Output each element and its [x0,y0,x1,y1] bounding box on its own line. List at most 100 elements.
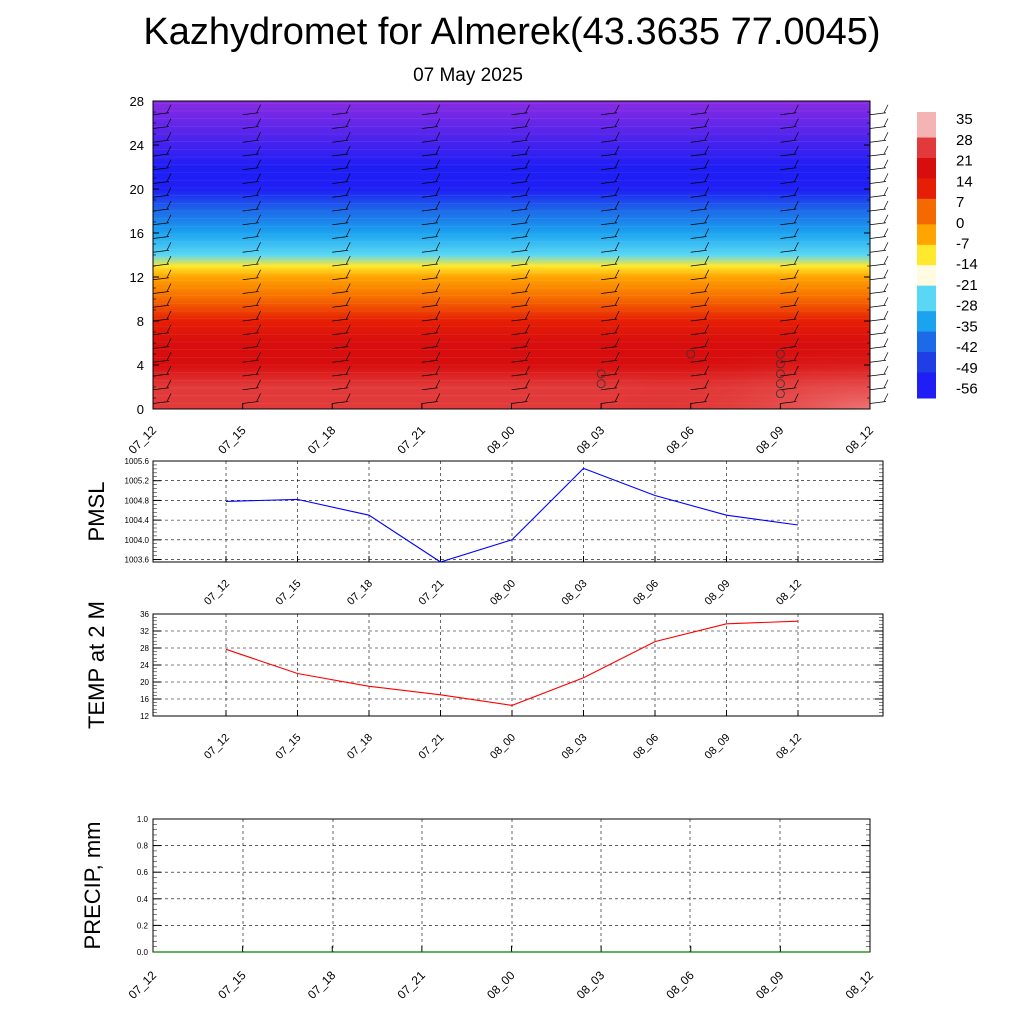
wind-barb [332,173,351,184]
wind-barb-flag [345,173,351,182]
pmsl-x-tick-label: 08_03 [560,578,590,608]
wind-barb-flag [614,187,620,196]
wind-barb [690,132,710,143]
wind-barb-staff [421,291,438,294]
wind-barb [242,379,261,391]
wind-barb-flag [614,255,620,265]
wind-barb-staff [242,194,259,198]
wind-barb [601,132,620,143]
wind-barb-staff [421,236,438,239]
wind-barb-flag [345,338,351,347]
colorbar-label: -7 [956,236,969,253]
wind-barb-flag [166,283,172,292]
colorbar-segment [917,117,936,123]
wind-barb-flag [256,187,261,196]
wind-barb-staff [511,167,528,171]
wind-barb-flag [794,269,799,278]
wind-barb-staff [601,387,618,391]
wind-barb-staff [421,277,438,281]
wind-barb-flag [435,200,441,210]
heatmap-warm-region [600,340,870,409]
precip-x-tick-label: 08_00 [484,968,518,1002]
precip-x-tick-label: 08_09 [753,968,787,1002]
wind-barb-staff [601,291,618,294]
wind-barb [780,173,799,184]
wind-barb-flag [704,173,710,182]
wind-barb [869,310,889,322]
wind-barb-staff [869,112,887,116]
wind-barb [511,365,530,377]
wind-barb-flag [435,297,441,306]
colorbar-label: -49 [956,360,978,377]
wind-barb-flag [256,352,261,361]
wind-barb-staff [332,346,349,349]
wind-barb-flag [525,187,530,196]
wind-barb [601,283,620,294]
wind-barb-staff [242,346,259,349]
wind-barb [242,228,261,239]
wind-barb-flag [614,365,620,375]
wind-barb-staff [152,332,170,336]
wind-barb-flag [435,118,441,127]
wind-barb-staff [869,291,887,294]
wind-barb [421,255,441,267]
wind-barb-flag [883,187,889,196]
wind-barb [421,214,441,226]
wind-barb-flag [435,379,441,388]
wind-barb-flag [256,200,261,210]
wind-barb-staff [511,249,528,253]
wind-barb [511,159,530,171]
colorbar-label: 21 [956,153,973,170]
wind-barb [152,393,172,404]
wind-barb-flag [345,132,351,141]
wind-barb-flag [525,324,530,333]
wind-barb-flag [525,393,530,402]
wind-barb-flag [525,352,530,361]
wind-barb-staff [332,167,349,171]
wind-barb-staff [601,263,618,267]
wind-barb [780,338,799,349]
wind-barb-flag [704,132,710,141]
wind-barb [421,159,441,171]
wind-barb [690,214,710,226]
wind-barb-staff [242,236,259,239]
wind-barb-staff [511,291,528,294]
wind-barb-flag [166,379,172,388]
wind-barb [780,159,799,171]
wind-barb [332,242,351,253]
calm-circle [775,359,785,369]
wind-barb [869,200,889,212]
wind-barb-staff [780,249,797,253]
wind-barb-flag [256,159,261,168]
wind-barb-flag [345,104,351,113]
colorbar-segment [917,331,936,338]
wind-barb-flag [435,187,441,196]
wind-barb-flag [883,214,889,223]
wind-barb-staff [780,332,797,336]
wind-barb-flag [256,132,261,141]
wind-barb-staff [152,291,170,294]
wind-barb-staff [690,359,707,363]
wind-barb-staff [421,167,438,171]
wind-barb-staff [332,387,349,391]
wind-barb [780,255,799,267]
colorbar-segment [917,168,936,174]
y-tick-label: 20 [130,182,144,197]
colorbar-label: -21 [956,277,978,294]
wind-barb-flag [345,365,351,375]
wind-barb-flag [256,145,261,155]
wind-barb-staff [690,373,707,377]
wind-barb-flag [614,283,620,292]
wind-barb [869,104,889,116]
wind-barb-flag [614,338,620,347]
colorbar-segment [917,265,936,271]
colorbar-segment [917,173,936,179]
wind-barb-staff [601,139,618,143]
wind-barb-flag [256,104,261,113]
wind-barb [242,365,261,377]
colorbar-segment [917,285,936,292]
wind-barb-flag [704,214,710,223]
calm-circle [596,379,606,389]
wind-barb-flag [435,283,441,292]
wind-barb [780,393,799,404]
